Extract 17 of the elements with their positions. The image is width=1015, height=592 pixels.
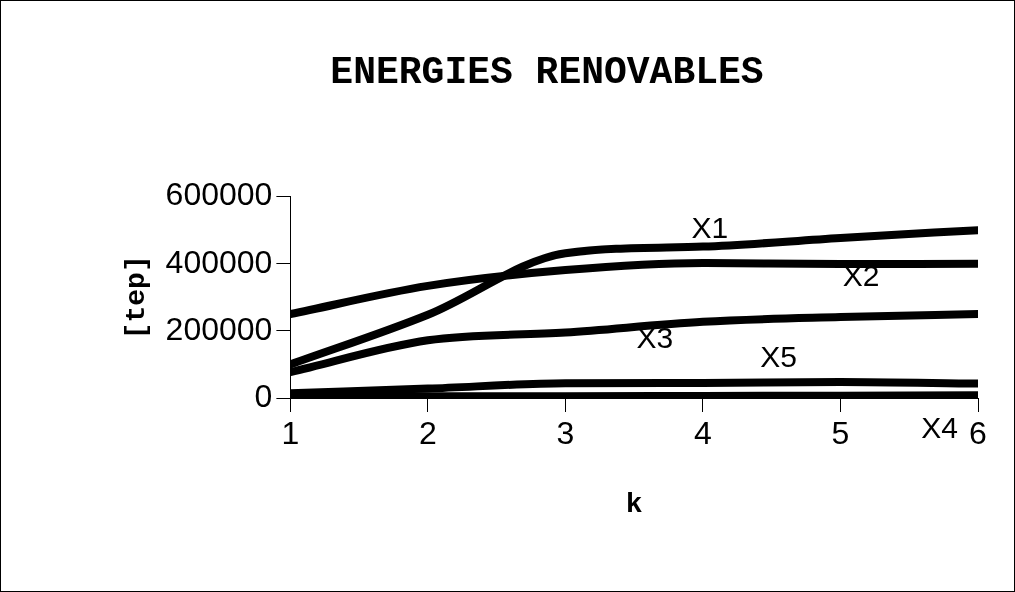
y-tick-label: 200000 (165, 310, 273, 347)
y-tick-label: 0 (254, 377, 273, 414)
y-tick-label: 600000 (165, 176, 273, 213)
series-label: X1 (691, 211, 729, 245)
series-label: X3 (636, 320, 674, 354)
x-tick-label: 6 (969, 415, 987, 452)
y-axis-title: [tep] (120, 255, 152, 340)
x-tick-label: 3 (556, 415, 575, 452)
x-axis-title: k (625, 489, 643, 521)
series-label: X4 (921, 410, 958, 444)
x-tick-label: 2 (419, 415, 437, 452)
series-label: X5 (760, 339, 797, 373)
x-tick-label: 1 (281, 415, 300, 452)
chart-title: ENERGIES RENOVABLES (330, 51, 764, 95)
y-tick-label: 400000 (165, 243, 273, 280)
x-tick-label: 4 (694, 415, 712, 452)
x-tick-label: 5 (831, 415, 850, 452)
